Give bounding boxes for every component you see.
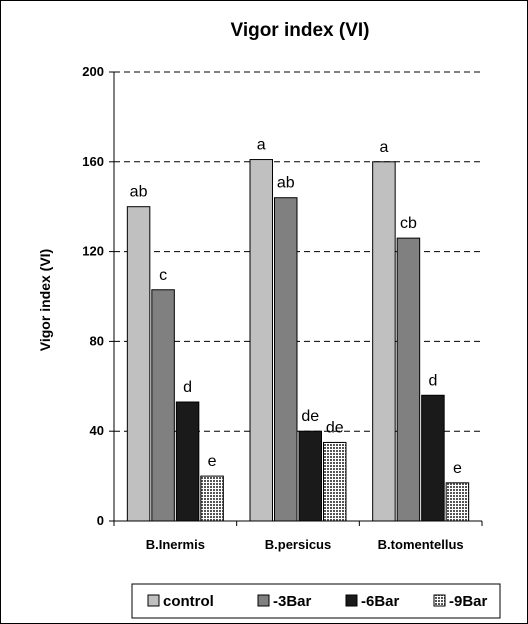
bar-6bar bbox=[298, 430, 322, 522]
bar-significance-label: cb bbox=[400, 215, 417, 232]
bar-control bbox=[372, 161, 396, 522]
bar-significance-label: c bbox=[159, 267, 167, 284]
legend-swatch bbox=[147, 594, 160, 607]
bar-3bar bbox=[274, 197, 298, 522]
bar-significance-label: de bbox=[326, 419, 344, 436]
chart-title: Vigor index (VI) bbox=[230, 20, 369, 41]
bar-control bbox=[249, 159, 273, 522]
bar-control bbox=[126, 206, 151, 522]
y-axis-title: Vigor index (VI) bbox=[37, 249, 53, 351]
legend-swatch bbox=[345, 594, 358, 607]
axes: 0 40 80 120 160 200 B.Inermis B.persicus B.tomen… bbox=[82, 64, 483, 552]
bar-significance-label: e bbox=[208, 453, 217, 470]
bar-significance-label: e bbox=[453, 460, 462, 477]
legend: control -3Bar -6Bar -9Bar bbox=[131, 583, 501, 619]
y-tick-label: 0 bbox=[97, 513, 104, 528]
bar-significance-label: de bbox=[301, 408, 319, 425]
legend-label: control bbox=[163, 593, 214, 610]
bar-9bar bbox=[445, 482, 470, 522]
y-tick-label: 160 bbox=[82, 154, 104, 169]
bar-significance-label: a bbox=[257, 137, 266, 154]
gridlines bbox=[114, 71, 482, 432]
bar-6bar bbox=[175, 401, 200, 522]
bar-3bar bbox=[396, 237, 421, 522]
bar-significance-label: ab bbox=[130, 184, 148, 201]
x-category-label: B.Inermis bbox=[146, 537, 205, 552]
legend-label: -3Bar bbox=[273, 593, 312, 610]
bar-9bar bbox=[200, 475, 224, 522]
y-tick-label: 200 bbox=[82, 64, 104, 79]
x-category-label: B.tomentellus bbox=[378, 537, 464, 552]
y-tick-label: 40 bbox=[90, 423, 104, 438]
x-category-label: B.persicus bbox=[265, 537, 331, 552]
bar-significance-label: a bbox=[379, 139, 388, 156]
legend-label: -9Bar bbox=[449, 593, 488, 610]
legend-swatch bbox=[257, 594, 270, 607]
bar-6bar bbox=[421, 394, 445, 522]
bar-significance-label: ab bbox=[277, 175, 295, 192]
bar-significance-label: d bbox=[183, 379, 192, 396]
bar-significance-label: d bbox=[428, 372, 437, 389]
bar-3bar bbox=[151, 289, 175, 522]
legend-swatch bbox=[433, 594, 446, 607]
bar-9bar bbox=[323, 441, 347, 522]
y-tick-label: 80 bbox=[90, 333, 104, 348]
legend-label: -6Bar bbox=[361, 593, 400, 610]
y-tick-label: 120 bbox=[82, 244, 104, 259]
